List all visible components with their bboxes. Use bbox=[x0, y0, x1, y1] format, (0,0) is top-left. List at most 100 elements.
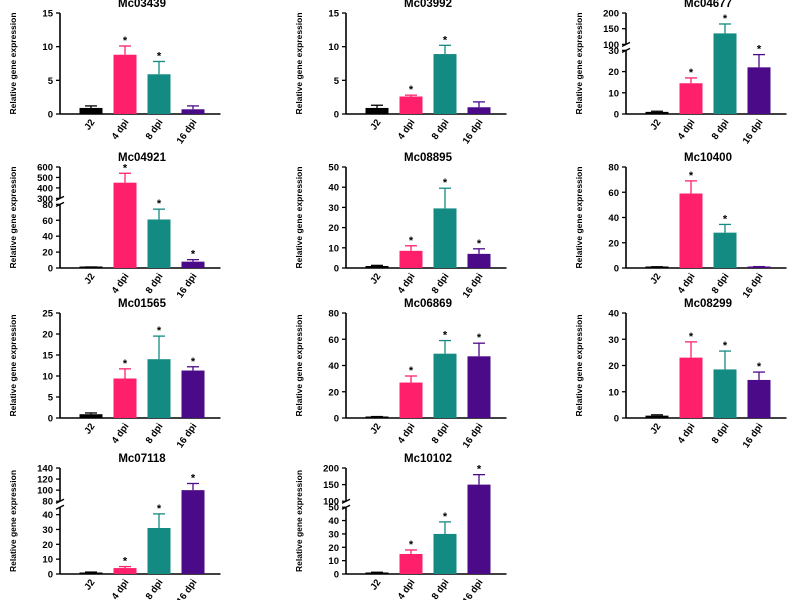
significance-star: * bbox=[409, 84, 414, 96]
significance-star: * bbox=[409, 365, 414, 377]
y-tick-label: 500 bbox=[37, 173, 53, 184]
x-tick-label: 8 dpi bbox=[710, 421, 732, 445]
x-tick-label: 16 dpi bbox=[175, 117, 200, 146]
chart-title: Mc08299 bbox=[684, 298, 732, 310]
chart-panel-Mc03992: Mc03992 Relative gene expression 0 5 10 15 J2 *… bbox=[294, 0, 507, 146]
x-tick-label: 16 dpi bbox=[175, 577, 200, 600]
x-tick-label: 16 dpi bbox=[461, 421, 486, 450]
y-tick-label: 20 bbox=[42, 248, 53, 259]
axis-break-mark bbox=[55, 504, 65, 510]
x-tick-label: J2 bbox=[82, 117, 97, 132]
x-tick-label: 16 dpi bbox=[741, 421, 766, 450]
bar-8-dpi bbox=[433, 208, 457, 268]
x-tick-label: 4 dpi bbox=[110, 271, 132, 295]
significance-star: * bbox=[689, 67, 694, 79]
y-tick-label: 20 bbox=[42, 330, 53, 341]
chart-panel-Mc08299: Mc08299 Relative gene expression 0 10 20 30 40… bbox=[574, 298, 787, 450]
bar-16-dpi bbox=[467, 107, 491, 114]
x-tick-label: 4 dpi bbox=[396, 117, 418, 141]
y-tick-label: 40 bbox=[608, 309, 619, 320]
significance-star: * bbox=[123, 35, 128, 47]
chart-panel-Mc04921: Mc04921 Relative gene expression 0 20 40 60 80… bbox=[8, 152, 221, 300]
y-tick-label: 400 bbox=[37, 183, 53, 194]
x-tick-label: 8 dpi bbox=[144, 577, 166, 600]
y-tick-label: 80 bbox=[42, 200, 53, 211]
chart-panel-Mc01565: Mc01565 Relative gene expression 0 5 10 15 20 2… bbox=[8, 298, 221, 450]
y-tick-label: 80 bbox=[42, 497, 53, 508]
bar-8-dpi bbox=[713, 33, 737, 114]
y-tick-label: 15 bbox=[42, 351, 53, 362]
bar-J2 bbox=[365, 107, 389, 114]
bar-J2 bbox=[645, 415, 669, 418]
significance-star: * bbox=[757, 44, 762, 56]
y-tick-label: 200 bbox=[603, 9, 619, 20]
chart-title: Mc06869 bbox=[404, 298, 452, 310]
y-tick-label: 0 bbox=[614, 264, 619, 275]
chart-title: Mc03992 bbox=[404, 0, 452, 10]
x-tick-label: 4 dpi bbox=[396, 271, 418, 295]
y-tick-label: 120 bbox=[37, 475, 53, 486]
chart-title: Mc10102 bbox=[404, 453, 452, 465]
significance-star: * bbox=[123, 162, 128, 174]
y-tick-label: 40 bbox=[328, 361, 339, 372]
y-tick-label: 10 bbox=[42, 42, 53, 53]
y-tick-label: 80 bbox=[608, 163, 619, 174]
y-axis-label: Relative gene expression bbox=[294, 12, 304, 114]
y-tick-label: 0 bbox=[334, 414, 339, 425]
bar-8-dpi bbox=[713, 232, 737, 268]
y-tick-label: 30 bbox=[328, 203, 339, 214]
x-tick-label: 4 dpi bbox=[676, 117, 698, 141]
y-tick-label: 15 bbox=[42, 9, 53, 20]
chart-title: Mc10400 bbox=[684, 152, 732, 164]
significance-star: * bbox=[443, 330, 448, 342]
significance-star: * bbox=[191, 473, 196, 485]
y-tick-label: 10 bbox=[42, 372, 53, 383]
chart-title: Mc04677 bbox=[684, 0, 732, 10]
y-tick-label: 10 bbox=[608, 88, 619, 99]
significance-star: * bbox=[191, 249, 196, 261]
y-tick-label: 0 bbox=[48, 570, 53, 581]
significance-star: * bbox=[443, 177, 448, 189]
y-tick-label: 5 bbox=[48, 393, 54, 404]
chart-title: Mc03439 bbox=[118, 0, 166, 10]
x-tick-label: 4 dpi bbox=[396, 421, 418, 445]
bar-4-dpi bbox=[399, 250, 423, 268]
bar-4-dpi bbox=[113, 378, 137, 418]
chart-panel-Mc08895: Mc08895 Relative gene expression 0 10 20 30 40… bbox=[294, 152, 507, 300]
bar-J2 bbox=[645, 111, 669, 114]
significance-star: * bbox=[443, 34, 448, 46]
y-tick-label: 50 bbox=[328, 163, 339, 174]
bar-16-dpi bbox=[181, 490, 205, 574]
x-tick-label: 8 dpi bbox=[144, 421, 166, 445]
y-tick-label: 300 bbox=[37, 194, 53, 205]
x-tick-label: 8 dpi bbox=[710, 271, 732, 295]
y-tick-label: 20 bbox=[328, 543, 339, 554]
bar-8-dpi bbox=[433, 533, 457, 574]
y-tick-label: 40 bbox=[608, 213, 619, 224]
chart-title: Mc04921 bbox=[118, 152, 167, 164]
significance-star: * bbox=[689, 170, 694, 182]
y-tick-label: 20 bbox=[608, 361, 619, 372]
significance-star: * bbox=[477, 464, 482, 476]
x-tick-label: 8 dpi bbox=[430, 271, 452, 295]
significance-star: * bbox=[723, 213, 728, 225]
x-tick-label: J2 bbox=[368, 577, 383, 592]
bar-J2 bbox=[79, 414, 103, 418]
bar-J2 bbox=[365, 265, 389, 268]
significance-star: * bbox=[157, 503, 162, 515]
y-tick-label: 10 bbox=[42, 555, 53, 566]
y-axis-label: Relative gene expression bbox=[574, 12, 584, 114]
y-tick-label: 20 bbox=[42, 540, 53, 551]
x-tick-label: 16 dpi bbox=[741, 271, 766, 300]
y-tick-label: 150 bbox=[323, 480, 339, 491]
bar-16-dpi bbox=[747, 379, 771, 418]
y-tick-label: 5 bbox=[48, 76, 54, 87]
x-tick-label: 8 dpi bbox=[430, 577, 452, 600]
y-tick-label: 10 bbox=[328, 243, 339, 254]
x-tick-label: 8 dpi bbox=[430, 421, 452, 445]
y-tick-label: 0 bbox=[614, 110, 619, 121]
bar-4-dpi bbox=[113, 182, 137, 268]
y-tick-label: 0 bbox=[334, 110, 339, 121]
y-tick-label: 0 bbox=[48, 110, 53, 121]
